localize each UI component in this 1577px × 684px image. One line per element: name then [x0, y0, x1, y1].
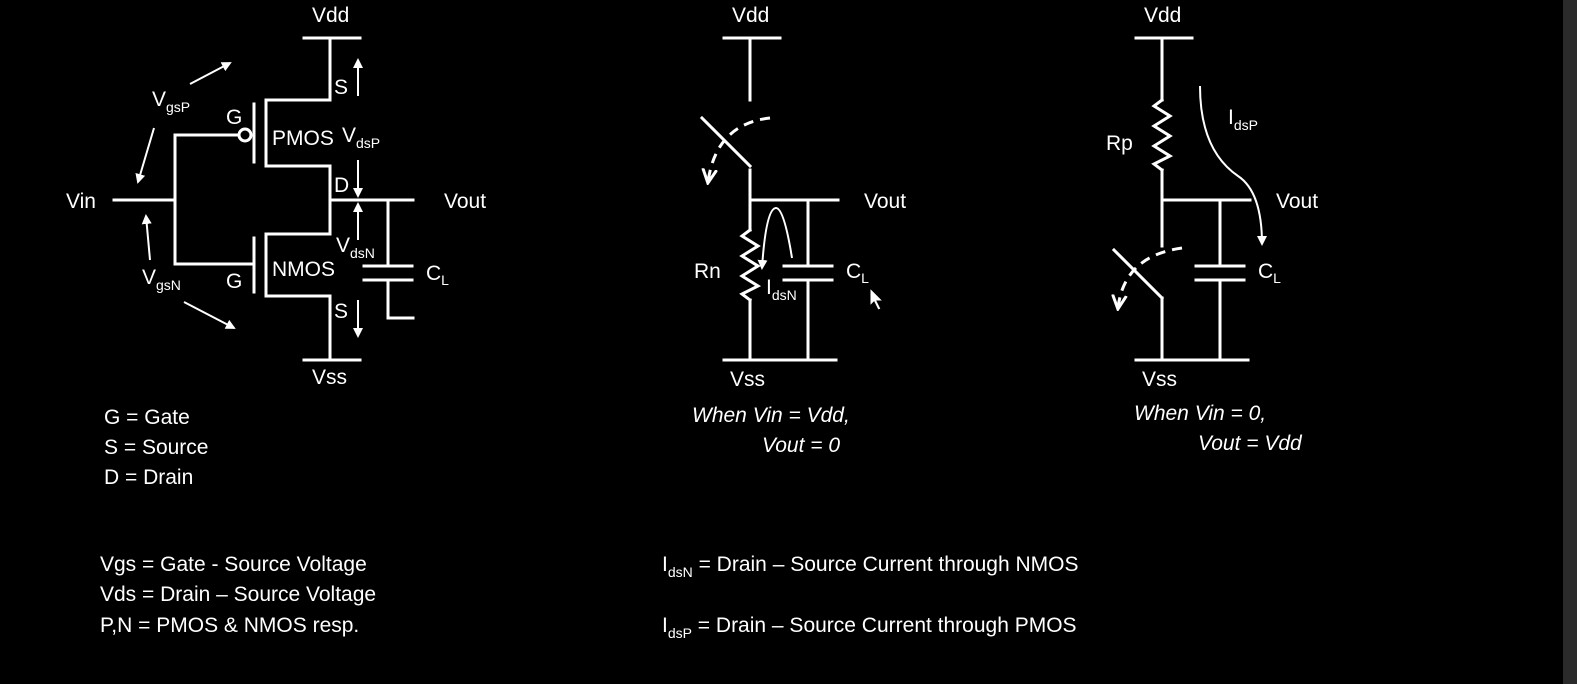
- vgsp-label: VgsP: [152, 88, 190, 115]
- nmos-gate-label: G: [226, 270, 242, 293]
- vgsn-arrow-lower: [183, 301, 236, 329]
- legend-vgs: Vgs = Gate - Source Voltage: [100, 553, 367, 576]
- legend-idsp: IdsP = Drain – Source Current through PM…: [662, 614, 1077, 641]
- pmos-gate-label: G: [226, 106, 242, 129]
- nmos-source-label: S: [334, 300, 348, 323]
- rp-resistor: [1151, 97, 1174, 173]
- rn-resistor: [739, 227, 762, 303]
- vdsn-label: VdsN: [336, 234, 375, 261]
- pmos-gate-bubble: [237, 127, 253, 143]
- cl-label: CL: [426, 262, 449, 288]
- legend-idsn: IdsN = Drain – Source Current through NM…: [662, 553, 1079, 580]
- window-edge: [1563, 0, 1577, 684]
- vgsn-arrow-upper: [141, 214, 152, 261]
- idsp-label: IdsP: [1228, 106, 1258, 133]
- idsp-current-arrow: [1199, 85, 1267, 246]
- caption-line-1: When Vin = 0,: [1134, 402, 1266, 425]
- cl-label: CL: [846, 260, 869, 286]
- caption-line-2: Vout = 0: [762, 434, 840, 457]
- legend-source: S = Source: [104, 436, 208, 459]
- vss-label: Vss: [312, 366, 347, 389]
- vss-label: Vss: [1142, 368, 1177, 391]
- nmos-on-circuit: Vdd Vss Vout Rn IdsN CL When Vin = Vdd, …: [692, 4, 906, 457]
- cmos-inverter-circuit: Vdd Vss Vin Vout VgsP VgsN VdsP VdsN G G…: [66, 4, 486, 389]
- legend: G = Gate S = Source D = Drain Vgs = Gate…: [100, 406, 1079, 641]
- idsn-label: IdsN: [766, 276, 797, 303]
- switch-motion-arrow: [1118, 246, 1183, 308]
- vdd-label: Vdd: [1144, 4, 1181, 27]
- idsn-current-arrow: [757, 206, 793, 270]
- switch-motion-arrow: [708, 116, 771, 182]
- vgsn-label: VgsN: [142, 266, 181, 293]
- nmos-label: NMOS: [272, 258, 335, 281]
- vgsp-arrow-lower: [135, 127, 155, 184]
- cl-label: CL: [1258, 260, 1281, 286]
- legend-gate: G = Gate: [104, 406, 190, 429]
- pmos-source-label: S: [334, 76, 348, 99]
- open-switch: [1111, 247, 1165, 301]
- legend-vds: Vds = Drain – Source Voltage: [100, 583, 376, 606]
- vin-label: Vin: [66, 190, 96, 213]
- pmos-on-circuit: Vdd Vss Vout Rp IdsP CL When Vin = 0, Vo…: [1106, 4, 1318, 455]
- vdsp-label: VdsP: [342, 124, 380, 151]
- pmos-label: PMOS: [272, 127, 334, 150]
- legend-drain: D = Drain: [104, 466, 193, 489]
- caption-line-2: Vout = Vdd: [1198, 432, 1303, 455]
- vss-label: Vss: [730, 368, 765, 391]
- rn-label: Rn: [694, 260, 721, 283]
- legend-pn: P,N = PMOS & NMOS resp.: [100, 614, 359, 637]
- open-switch: [699, 115, 753, 169]
- vout-label: Vout: [444, 190, 486, 213]
- vout-label: Vout: [1276, 190, 1318, 213]
- drain-label: D: [334, 174, 349, 197]
- vout-label: Vout: [864, 190, 906, 213]
- rp-label: Rp: [1106, 132, 1133, 155]
- vdd-label: Vdd: [312, 4, 349, 27]
- vdd-label: Vdd: [732, 4, 769, 27]
- caption-line-1: When Vin = Vdd,: [692, 404, 850, 427]
- vgsp-arrow-upper: [189, 62, 232, 85]
- mouse-cursor-icon: [869, 286, 885, 311]
